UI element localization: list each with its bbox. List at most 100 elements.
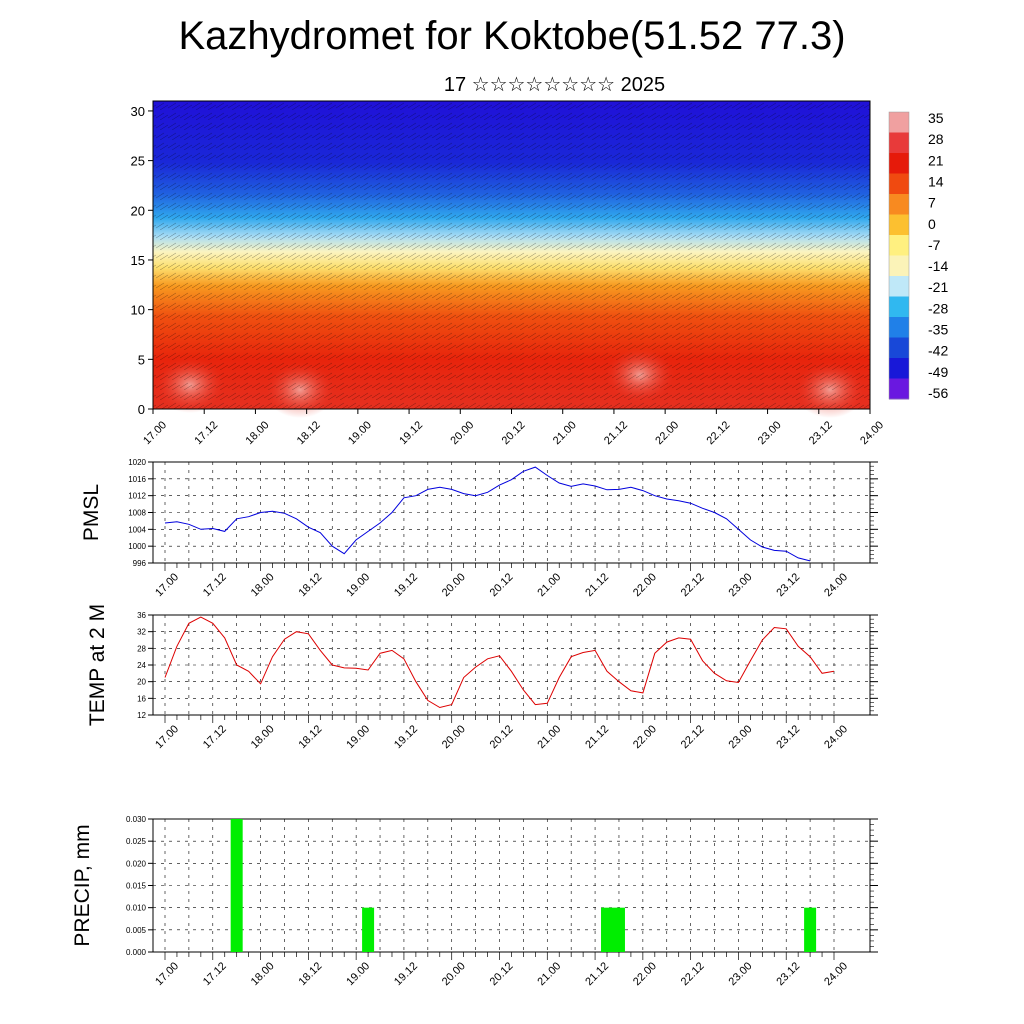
- x-tick-label: 19.00: [346, 419, 374, 447]
- y-tick-label: 30: [131, 104, 145, 119]
- colorbar-swatch: [889, 173, 909, 195]
- x-tick-label: 24.00: [858, 419, 886, 447]
- colorbar-swatch: [889, 132, 909, 154]
- x-tick-label: 23.12: [774, 571, 802, 599]
- x-tick-label: 19.12: [392, 723, 420, 751]
- colorbar-label: -21: [928, 279, 948, 295]
- y-axis-label: PRECIP, mm: [71, 824, 94, 946]
- cross-section-panel: 0 5 10 15 20 25 30 17.00 17.12 18.00 18.12 19.00 19.…: [131, 100, 886, 447]
- x-tick-label: 17.00: [153, 723, 181, 751]
- x-tick-label: 23.00: [727, 960, 755, 988]
- x-tick-label: 24.00: [822, 723, 850, 751]
- wind-barbs-field: [153, 101, 870, 409]
- x-tick-label: 18.00: [249, 960, 277, 988]
- y-axis-label: PMSL: [80, 484, 103, 541]
- x-tick-label: 22.12: [679, 571, 707, 599]
- x-tick-label: 23.00: [727, 571, 755, 599]
- x-tick-label: 20.12: [488, 723, 516, 751]
- colorbar-frame: [888, 111, 910, 400]
- x-tick-label: 19.12: [392, 960, 420, 988]
- precip-bar: [612, 907, 625, 952]
- colorbar-label: -7: [928, 237, 941, 253]
- colorbar-label: 35: [928, 110, 944, 126]
- x-tick-label: 20.12: [488, 571, 516, 599]
- colorbar-label: -14: [928, 258, 948, 274]
- y-tick-label: 32: [137, 628, 146, 637]
- x-tick-label: 18.12: [297, 960, 325, 988]
- x-tick-label: 22.00: [631, 723, 659, 751]
- x-tick-label: 17.00: [153, 571, 181, 599]
- precip-panel: 0.000 0.005 0.010 0.015 0.020 0.025 0.030 17.00…: [71, 815, 878, 988]
- y-tick-label: 16: [137, 694, 146, 703]
- precip-bar: [362, 907, 375, 952]
- y-tick-label: 1020: [128, 458, 146, 467]
- x-tick-label: 22.00: [631, 571, 659, 599]
- y-tick-label: 0.015: [126, 882, 147, 891]
- y-axis-label: TEMP at 2 M: [86, 604, 109, 726]
- pmsl-series-line: [164, 466, 811, 562]
- y-tick-label: 1004: [128, 525, 146, 534]
- colorbar-swatch: [889, 194, 909, 215]
- y-tick-label: 996: [133, 559, 147, 568]
- page-title: Kazhydromet for Koktobe(51.52 77.3): [178, 14, 846, 58]
- x-tick-label: 18.12: [297, 723, 325, 751]
- x-tick-label: 21.12: [583, 571, 611, 599]
- panel-frame: [152, 818, 871, 953]
- y-tick-label: 20: [137, 678, 146, 687]
- x-tick-label: 18.00: [249, 723, 277, 751]
- colorbar-swatch: [889, 296, 909, 318]
- precip-bar: [804, 907, 817, 952]
- panel-frame: [152, 461, 871, 564]
- x-tick-label: 22.00: [653, 419, 681, 447]
- colorbar-swatch: [889, 214, 909, 236]
- colorbar-swatch: [889, 112, 909, 133]
- x-tick-label: 20.12: [500, 419, 528, 447]
- x-tick-label: 17.00: [153, 960, 181, 988]
- x-tick-label: 22.00: [631, 960, 659, 988]
- x-tick-label: 23.00: [727, 723, 755, 751]
- colorbar-label: -28: [928, 300, 948, 316]
- x-tick-label: 21.00: [551, 419, 579, 447]
- panel-frame: [152, 614, 871, 716]
- y-tick-label: 0.025: [126, 837, 147, 846]
- y-tick-label: 0.005: [126, 926, 147, 935]
- x-tick-label: 20.00: [448, 419, 476, 447]
- y-tick-label: 5: [138, 352, 145, 367]
- colorbar-label: 28: [928, 131, 944, 147]
- x-tick-label: 23.00: [756, 419, 784, 447]
- x-tick-label: 17.12: [192, 419, 220, 447]
- colorbar-label: 7: [928, 195, 936, 211]
- colorbar-swatch: [889, 317, 909, 338]
- colorbar-label: 0: [928, 216, 936, 232]
- x-tick-label: 21.00: [535, 723, 563, 751]
- x-tick-label: 17.12: [201, 723, 229, 751]
- colorbar-label: 21: [928, 152, 944, 168]
- x-tick-label: 24.00: [822, 960, 850, 988]
- x-tick-label: 21.12: [583, 723, 611, 751]
- y-tick-label: 1012: [128, 492, 146, 501]
- x-tick-label: 19.12: [397, 419, 425, 447]
- colorbar-swatch: [889, 276, 909, 297]
- y-tick-label: 12: [137, 711, 146, 720]
- y-tick-label: 25: [131, 154, 145, 169]
- x-tick-label: 19.00: [344, 571, 372, 599]
- x-tick-label: 21.00: [535, 571, 563, 599]
- x-tick-label: 20.00: [440, 723, 468, 751]
- x-tick-label: 20.12: [488, 960, 516, 988]
- colorbar-swatch: [889, 378, 909, 400]
- x-tick-label: 18.12: [295, 419, 323, 447]
- colorbar: 35 28 21 14 7 0 -7 -14 -21 -28 -35 -42 -49 -56: [888, 110, 948, 401]
- x-tick-label: 17.12: [201, 571, 229, 599]
- colorbar-swatch: [889, 255, 909, 277]
- y-tick-label: 20: [131, 203, 145, 218]
- x-tick-label: 18.00: [244, 419, 272, 447]
- x-tick-label: 18.12: [297, 571, 325, 599]
- y-tick-label: 24: [137, 661, 146, 670]
- y-tick-label: 0.030: [126, 815, 147, 824]
- y-tick-label: 1008: [128, 509, 146, 518]
- x-tick-label: 18.00: [249, 571, 277, 599]
- x-tick-label: 17.00: [141, 419, 169, 447]
- precip-bar: [230, 819, 243, 952]
